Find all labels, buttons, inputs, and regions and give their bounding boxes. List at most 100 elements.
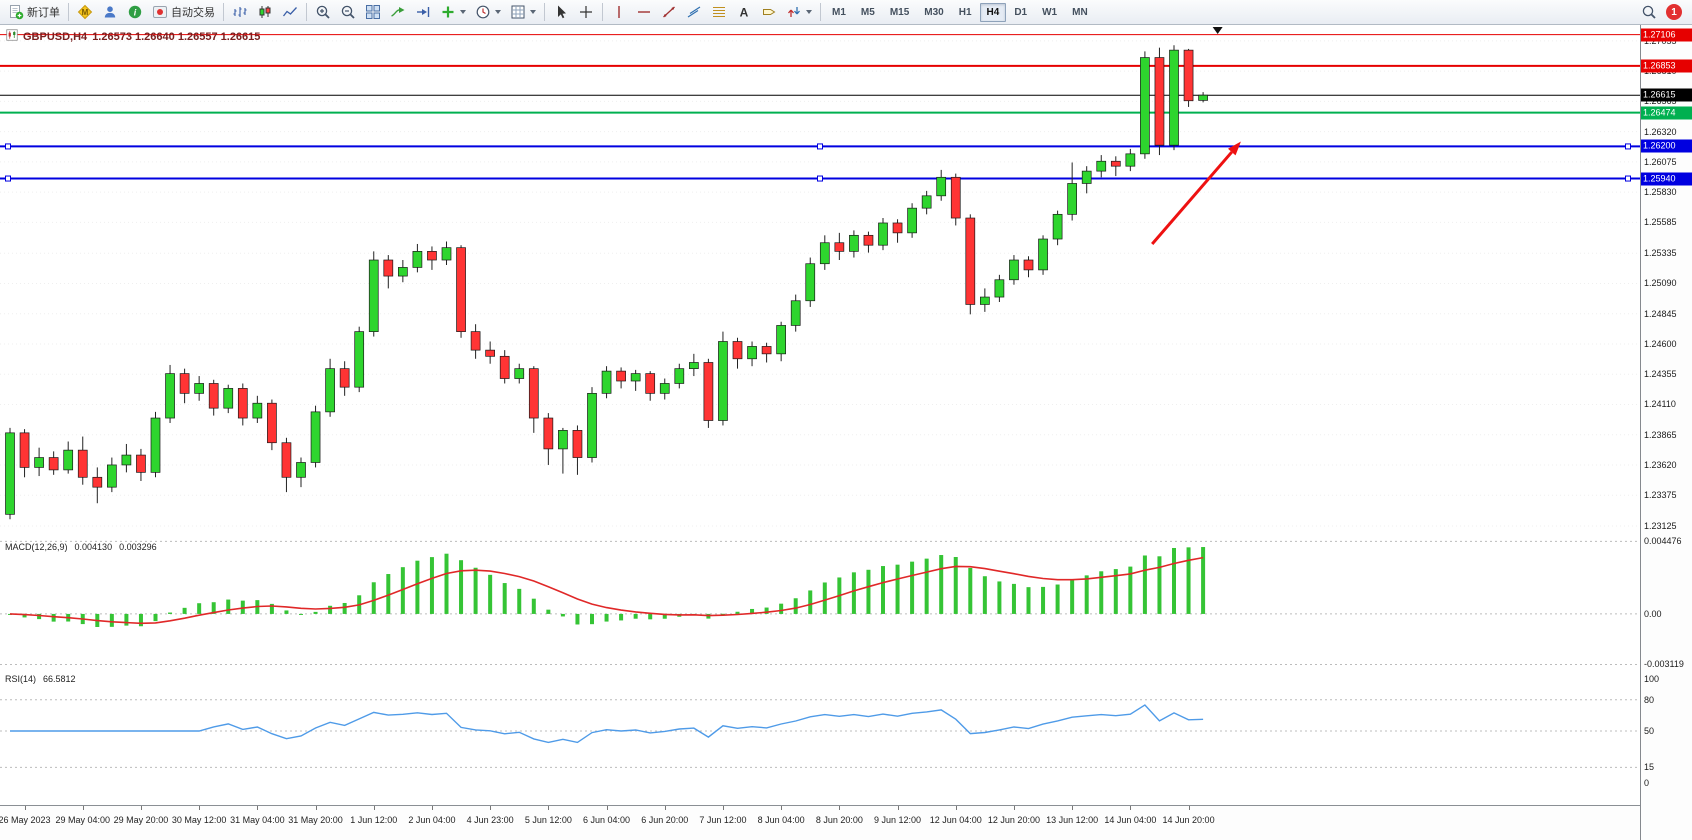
fibonacci-icon <box>711 4 727 20</box>
new-order-button[interactable]: 新订单 <box>4 2 64 23</box>
mql-editor-button[interactable]: M <box>73 2 97 23</box>
candle-body <box>77 449 88 478</box>
info-button[interactable]: i <box>123 2 147 23</box>
rsi-panel[interactable] <box>0 671 1640 803</box>
zoom-in-button[interactable] <box>311 2 335 23</box>
text-label-tool-button[interactable] <box>757 2 781 23</box>
line-handle[interactable] <box>817 175 823 182</box>
trendline-tool-button[interactable] <box>657 2 681 23</box>
timeframe-m5-button[interactable]: M5 <box>860 6 875 18</box>
candle-body <box>616 370 626 382</box>
candle-body <box>223 388 234 409</box>
zoom-out-button[interactable] <box>336 2 360 23</box>
price-axis[interactable]: 1.270551.268101.265651.263201.260751.258… <box>1640 25 1692 840</box>
chart-shift-marker[interactable] <box>1212 27 1223 34</box>
candle-body <box>892 222 903 234</box>
crosshair-button[interactable] <box>574 2 598 23</box>
line-handle[interactable] <box>1625 143 1631 150</box>
time-tick <box>606 806 608 810</box>
plot-area[interactable]: 26 May 2023 29 May 04:00 29 May 20:00 30 Ma… <box>0 25 1640 840</box>
panel-separator[interactable] <box>0 803 1640 804</box>
candle-body <box>499 355 510 379</box>
candle-body <box>383 259 394 277</box>
candle-body <box>92 476 103 488</box>
chart-ohlc-values: 1.26573 1.26640 1.26557 1.26615 <box>92 30 261 43</box>
candle-body <box>1052 213 1063 240</box>
time-label: 14 Jun 04:00 <box>1104 815 1157 825</box>
arrow-head[interactable] <box>1227 141 1241 156</box>
timeframe-m30-button[interactable]: M30 <box>924 6 944 18</box>
tile-windows-button[interactable] <box>361 2 385 23</box>
auto-trading-button[interactable]: 自动交易 <box>148 2 219 23</box>
fibonacci-tool-button[interactable] <box>707 2 731 23</box>
time-tick <box>1188 806 1190 810</box>
chart-mini-icon <box>6 29 18 44</box>
chevron-down-icon <box>530 10 536 14</box>
main-chart-panel[interactable] <box>0 25 1640 537</box>
candle-body <box>1096 160 1107 172</box>
search-button[interactable] <box>1637 2 1661 23</box>
channel-ic on <box>686 4 702 20</box>
text-tool-button[interactable]: A <box>732 2 756 23</box>
line-handle[interactable] <box>5 143 11 150</box>
macd-panel[interactable] <box>0 539 1640 669</box>
timeframe-m1-button[interactable]: M1 <box>832 6 846 18</box>
time-label: 31 May 20:00 <box>288 815 343 825</box>
arrow-annotation[interactable] <box>1151 151 1233 245</box>
channel-tool-button[interactable] <box>682 2 706 23</box>
arrows-icon <box>786 4 802 20</box>
templates-button[interactable] <box>506 2 540 23</box>
line-chart-button[interactable] <box>278 2 302 23</box>
time-label: 13 Jun 12:00 <box>1046 815 1099 825</box>
periods-button[interactable] <box>471 2 505 23</box>
panel-separator[interactable] <box>0 669 1640 670</box>
macd-label: MACD(12,26,9) 0.004130 0.003296 <box>5 542 157 552</box>
timeframe-m15-button[interactable]: M15 <box>889 6 910 18</box>
timeframe-h1-button[interactable]: H1 <box>958 6 972 18</box>
line-handle[interactable] <box>817 143 823 150</box>
candle-body <box>1198 94 1208 101</box>
time-label: 6 Jun 04:00 <box>583 815 631 825</box>
candle-body <box>441 247 452 261</box>
timeframe-mn-button[interactable]: MN <box>1072 6 1088 18</box>
auto-trading-icon <box>152 4 168 20</box>
candlestick-chart-button[interactable] <box>253 2 277 23</box>
candle-body <box>849 234 859 252</box>
toolbar-separator <box>544 3 545 21</box>
profile-button[interactable] <box>98 2 122 23</box>
indicators-button[interactable] <box>436 2 470 23</box>
timeframe-w1-button[interactable]: W1 <box>1042 6 1058 18</box>
cursor-button[interactable] <box>549 2 573 23</box>
line-handle[interactable] <box>5 175 11 182</box>
time-tick <box>839 806 841 810</box>
notification-badge[interactable]: 1 <box>1666 4 1682 20</box>
line-handle[interactable] <box>1625 175 1631 182</box>
macd-main-value: 0.004130 <box>74 542 113 552</box>
indicators-plus-icon <box>440 4 456 20</box>
timeframe-h4-button[interactable]: H4 <box>979 2 1007 22</box>
label-tag-icon <box>761 4 777 20</box>
candle-body <box>921 195 932 209</box>
price-tick-label: 1.23865 <box>1644 429 1677 440</box>
time-label: 12 Jun 04:00 <box>929 815 982 825</box>
time-axis[interactable]: 26 May 2023 29 May 04:00 29 May 20:00 30 Ma… <box>0 805 1640 840</box>
candle-body <box>1081 170 1092 184</box>
arrows-tool-button[interactable] <box>782 2 816 23</box>
panel-separator[interactable] <box>0 537 1640 538</box>
candle-body <box>1009 259 1019 281</box>
horizontal-line-tool-button[interactable] <box>632 2 656 23</box>
chart-shift-button[interactable] <box>411 2 435 23</box>
info-icon: i <box>127 4 143 20</box>
candle-body <box>252 402 263 419</box>
vertical-line-tool-button[interactable] <box>607 2 631 23</box>
candle-body <box>528 368 539 419</box>
candle-body <box>1140 57 1150 155</box>
candle-body <box>587 392 597 458</box>
time-label: 8 Jun 04:00 <box>757 815 805 825</box>
time-label: 29 May 20:00 <box>113 815 169 825</box>
zoom-out-icon <box>340 4 356 20</box>
timeframe-d1-button[interactable]: D1 <box>1014 6 1028 18</box>
bar-chart-button[interactable] <box>228 2 252 23</box>
auto-scroll-button[interactable] <box>386 2 410 23</box>
